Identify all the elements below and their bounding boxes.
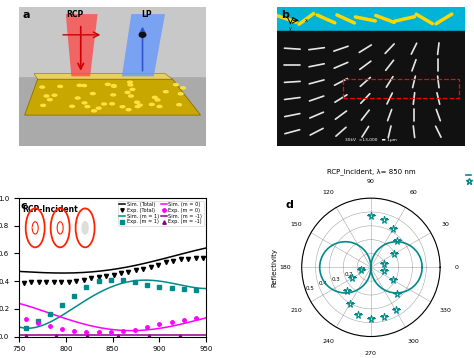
Text: RCP: RCP [66,10,84,19]
Bar [277,7,465,31]
Ellipse shape [178,93,183,95]
Polygon shape [25,79,201,115]
Ellipse shape [173,84,178,86]
Legend: Sim. (m = 1), Exp. (m = 1): Sim. (m = 1), Exp. (m = 1) [464,170,474,187]
Ellipse shape [58,85,63,87]
Ellipse shape [128,81,132,83]
Ellipse shape [126,108,131,111]
Text: x: x [304,18,307,23]
Ellipse shape [70,105,74,107]
Ellipse shape [85,106,90,108]
Ellipse shape [164,91,168,93]
Ellipse shape [120,106,125,108]
Ellipse shape [111,94,116,96]
Ellipse shape [125,91,130,93]
Ellipse shape [91,110,96,112]
Bar [19,7,206,76]
Text: a: a [23,10,30,20]
Ellipse shape [128,95,133,97]
Text: RCP-Incident: RCP-Incident [23,205,79,214]
Text: y: y [289,26,292,31]
Ellipse shape [136,106,140,108]
Ellipse shape [181,87,185,89]
Text: Reflectivity: Reflectivity [271,248,277,287]
Text: c: c [21,201,27,211]
Ellipse shape [177,104,182,106]
Ellipse shape [77,84,82,86]
Ellipse shape [91,92,95,95]
Title: RCP_Incident, λ= 850 nm: RCP_Incident, λ= 850 nm [327,168,415,175]
Ellipse shape [135,101,139,103]
Ellipse shape [149,103,154,106]
Ellipse shape [75,97,80,99]
Ellipse shape [102,103,106,105]
Ellipse shape [82,102,87,104]
Ellipse shape [157,105,162,107]
Ellipse shape [96,107,101,109]
Ellipse shape [105,83,110,85]
Text: 30kV  ×13,000   ▬ 1μm: 30kV ×13,000 ▬ 1μm [345,138,397,142]
Ellipse shape [47,99,52,101]
Polygon shape [66,14,98,76]
Text: LP: LP [141,10,152,19]
Ellipse shape [137,104,142,106]
Ellipse shape [40,86,45,88]
Polygon shape [122,14,165,76]
Ellipse shape [153,96,157,98]
Ellipse shape [111,84,116,87]
Ellipse shape [111,85,116,87]
Ellipse shape [155,99,160,101]
Ellipse shape [41,104,46,106]
Polygon shape [34,74,173,79]
Text: b: b [281,10,289,20]
Text: d: d [285,199,293,209]
Ellipse shape [44,95,49,97]
Legend: Sim. (Total), Exp. (Total), Sim. (m = 1), Exp. (m = 1), Sim. (m = 0), Exp. (m = : Sim. (Total), Exp. (Total), Sim. (m = 1)… [118,200,204,226]
Ellipse shape [82,84,86,87]
Ellipse shape [130,88,135,91]
Ellipse shape [110,103,114,105]
Bar [343,79,459,98]
Ellipse shape [139,33,146,37]
Bar [277,31,465,146]
Ellipse shape [128,84,133,86]
Ellipse shape [52,94,57,96]
